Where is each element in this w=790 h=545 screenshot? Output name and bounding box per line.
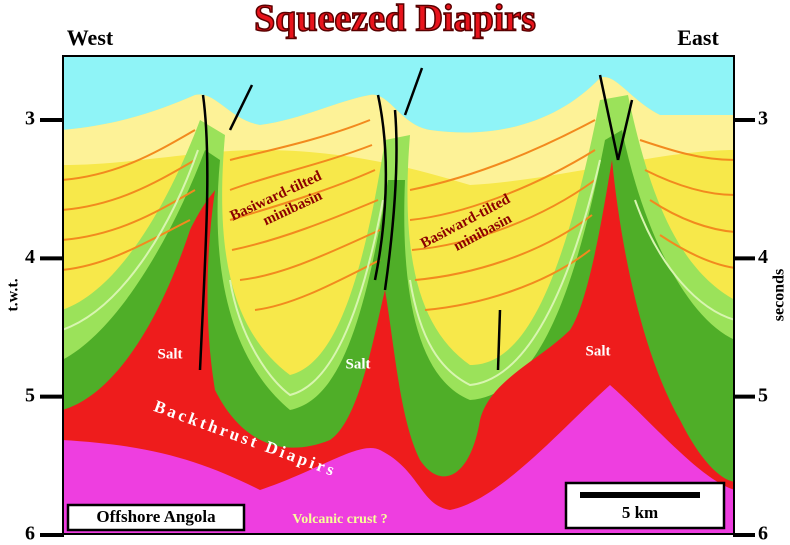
east-label: East [677,25,719,50]
title: Squeezed Diapirs [254,0,536,40]
scale-label: 5 km [622,503,658,522]
tick-label: 3 [25,108,35,130]
scale-bar [580,492,700,498]
right-axis-label: seconds [771,269,788,321]
left-axis-label: t.w.t. [5,278,22,311]
location-label: Offshore Angola [96,507,216,526]
west-label: West [67,25,114,50]
crust-label: Volcanic crust ? [292,512,387,527]
tick-label: 5 [758,384,768,406]
scale-box [564,481,726,530]
axis-ticks: 3 3 4 4 5 5 6 6 [25,108,768,545]
tick-label: 3 [758,108,768,130]
location-box [66,503,246,532]
tick-label: 5 [25,384,35,406]
faults [198,67,634,371]
tick-label: 6 [758,523,768,545]
green-reflectors [62,149,735,397]
tick-label: 6 [25,523,35,545]
cross-section [62,55,735,535]
reflectors [62,119,735,311]
salt-label: Salt [157,346,182,362]
tick-label: 4 [758,246,768,268]
salt-label: Salt [585,343,610,359]
tick-label: 4 [25,246,35,268]
salt-label: Salt [345,356,370,372]
young-sediments [62,77,735,185]
